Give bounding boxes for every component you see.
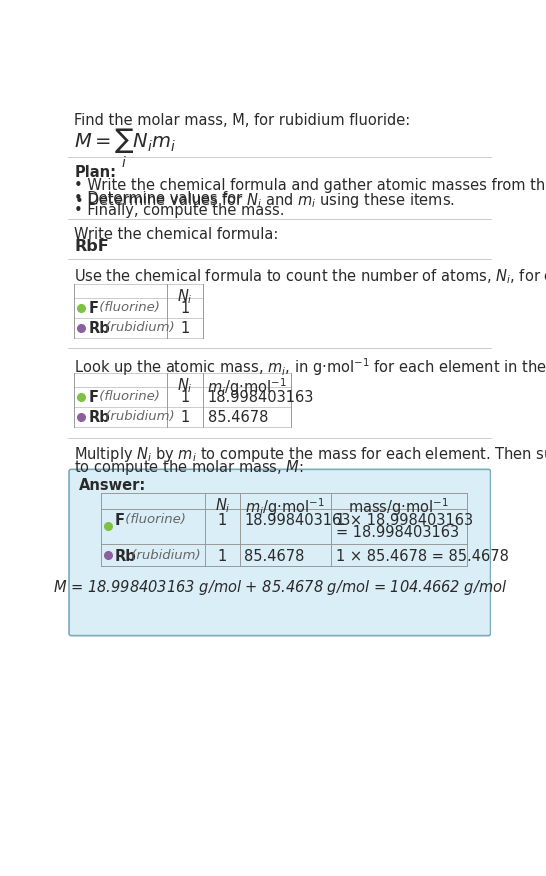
Text: $M$ = 18.998403163 g/mol + 85.4678 g/mol = 104.4662 g/mol: $M$ = 18.998403163 g/mol + 85.4678 g/mol… [52,578,507,597]
Text: to compute the molar mass, $M$:: to compute the molar mass, $M$: [74,458,304,477]
Text: F: F [88,390,98,405]
Text: F: F [88,300,98,315]
Text: F: F [115,513,124,528]
Text: • Finally, compute the mass.: • Finally, compute the mass. [74,203,285,218]
FancyBboxPatch shape [69,470,491,636]
Text: 1 × 85.4678 = 85.4678: 1 × 85.4678 = 85.4678 [336,548,508,563]
Text: (rubidium): (rubidium) [101,321,174,334]
Text: Use the chemical formula to count the number of atoms, $N_i$, for each element:: Use the chemical formula to count the nu… [74,267,546,286]
Text: $N_i$: $N_i$ [177,376,193,395]
Text: = 18.998403163: = 18.998403163 [336,525,459,540]
Text: 85.4678: 85.4678 [207,410,268,425]
Text: RbF: RbF [74,239,109,254]
Text: 1: 1 [181,300,190,315]
Text: • Determine values for: • Determine values for [74,191,247,206]
Text: (fluorine): (fluorine) [94,390,159,403]
Text: Write the chemical formula:: Write the chemical formula: [74,227,279,242]
Text: Rb: Rb [88,321,110,336]
Text: Answer:: Answer: [79,477,146,493]
Text: (rubidium): (rubidium) [101,410,174,423]
Text: (fluorine): (fluorine) [121,513,186,526]
Text: $m_i$/g·mol$^{-1}$: $m_i$/g·mol$^{-1}$ [207,376,287,398]
Text: $m_i$/g·mol$^{-1}$: $m_i$/g·mol$^{-1}$ [245,497,325,518]
Text: (fluorine): (fluorine) [94,300,159,314]
Text: Rb: Rb [88,410,110,425]
Text: 1: 1 [218,548,227,563]
Text: 85.4678: 85.4678 [244,548,305,563]
Text: 1: 1 [181,321,190,336]
Text: Plan:: Plan: [74,166,116,180]
Text: Look up the atomic mass, $m_i$, in g·mol$^{-1}$ for each element in the periodic: Look up the atomic mass, $m_i$, in g·mol… [74,357,546,378]
Text: Multiply $N_i$ by $m_i$ to compute the mass for each element. Then sum those val: Multiply $N_i$ by $m_i$ to compute the m… [74,446,546,464]
Text: $N_i$: $N_i$ [177,286,193,306]
Text: • Write the chemical formula and gather atomic masses from the periodic table.: • Write the chemical formula and gather … [74,179,546,194]
Text: Find the molar mass, M, for rubidium fluoride:: Find the molar mass, M, for rubidium flu… [74,113,411,128]
Text: 18.998403163: 18.998403163 [207,390,314,405]
Text: Rb: Rb [115,548,136,563]
Text: mass/g·mol$^{-1}$: mass/g·mol$^{-1}$ [348,497,449,518]
Text: $N_i$: $N_i$ [215,497,230,515]
Text: (rubidium): (rubidium) [127,548,201,562]
Text: 1: 1 [181,410,190,425]
Text: 1 × 18.998403163: 1 × 18.998403163 [336,513,473,528]
Text: 18.998403163: 18.998403163 [244,513,351,528]
Text: • Determine values for $N_i$ and $m_i$ using these items.: • Determine values for $N_i$ and $m_i$ u… [74,191,455,209]
Text: 1: 1 [218,513,227,528]
Text: $M = \sum_i N_i m_i$: $M = \sum_i N_i m_i$ [74,127,176,170]
Text: 1: 1 [181,390,190,405]
